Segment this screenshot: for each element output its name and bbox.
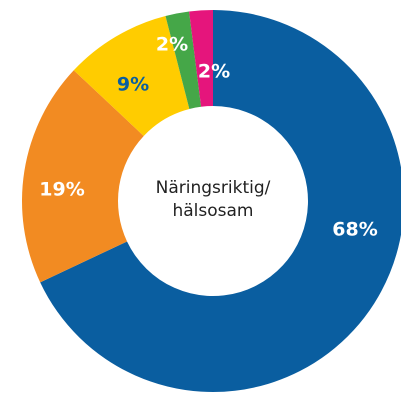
donut-slice <box>73 16 190 136</box>
donut-slice <box>40 10 401 392</box>
center-label: Näringsriktig/ <box>156 178 271 198</box>
value-label: 9% <box>117 74 149 96</box>
value-label: 2% <box>198 61 230 83</box>
donut-slice <box>189 10 213 107</box>
value-label: 68% <box>332 219 377 241</box>
value-label: 2% <box>156 34 188 56</box>
donut-slice <box>21 70 144 283</box>
center-label: hälsosam <box>172 201 253 221</box>
donut-slice <box>165 11 202 109</box>
value-label: 19% <box>39 179 84 201</box>
